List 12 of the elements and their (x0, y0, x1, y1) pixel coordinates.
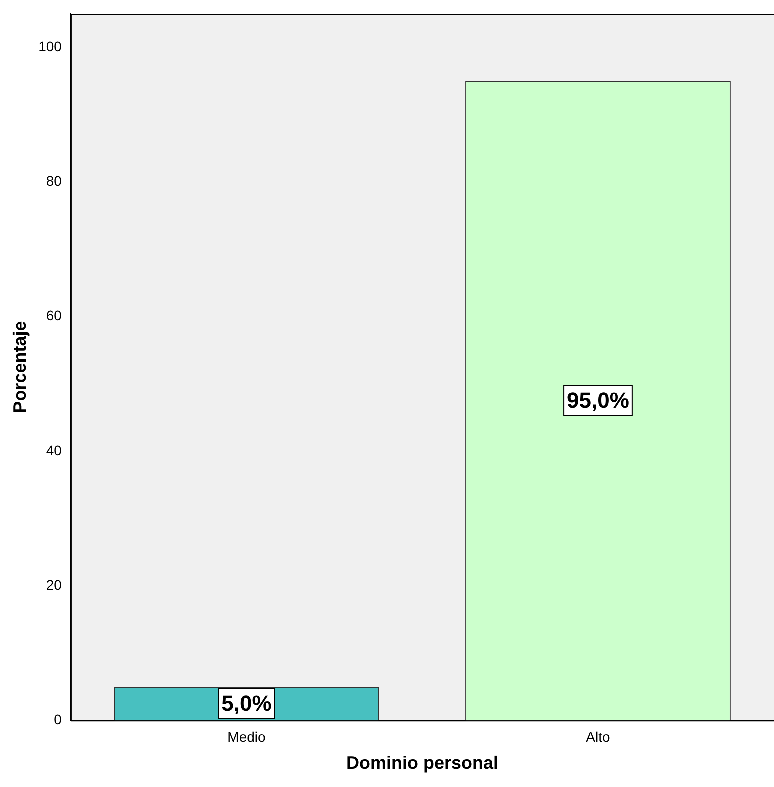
x-axis-title: Dominio personal (346, 753, 498, 774)
y-tick-label: 100 (38, 38, 62, 55)
x-tick-label: Alto (586, 728, 611, 745)
y-tick-label: 60 (46, 308, 62, 324)
y-axis-title: Porcentaje (10, 321, 30, 414)
y-tick-label: 80 (46, 173, 62, 190)
y-tick-label: 40 (46, 442, 62, 458)
y-tick-label: 0 (54, 711, 62, 728)
data-label: 95,0% (567, 388, 630, 414)
data-label: 5,0% (222, 690, 272, 716)
y-tick-label: 20 (46, 576, 62, 593)
x-tick-label: Medio (228, 728, 266, 745)
